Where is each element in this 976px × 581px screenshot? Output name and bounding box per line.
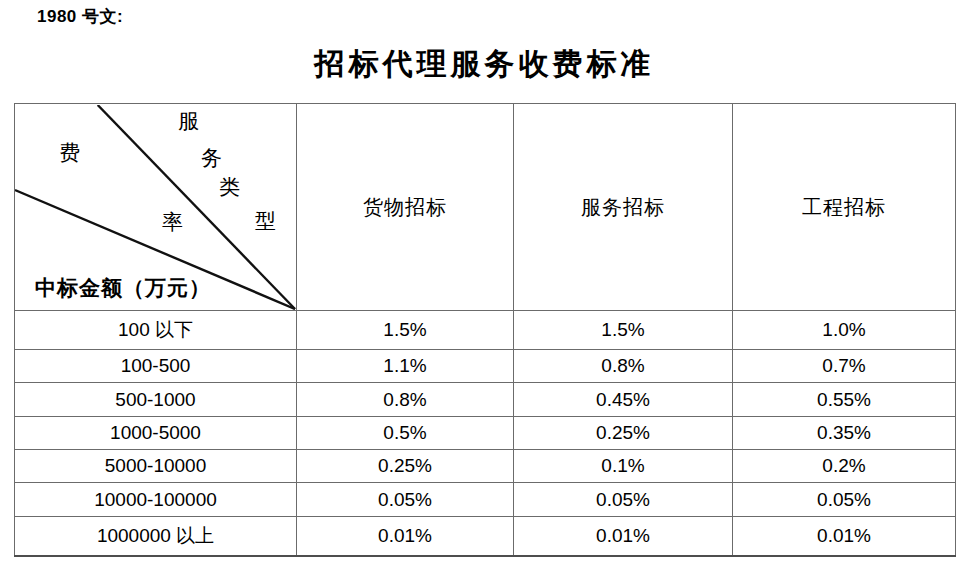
corner-amount-label: 中标金额（万元）	[35, 276, 211, 301]
table-row: 5000-10000 0.25% 0.1% 0.2%	[15, 450, 956, 483]
fee-value-cell: 0.55%	[733, 383, 956, 416]
row-label-cell: 100 以下	[15, 311, 297, 350]
fee-value-cell: 0.35%	[733, 416, 956, 449]
row-label-cell: 1000-5000	[15, 416, 297, 449]
row-label-cell: 10000-100000	[15, 483, 297, 516]
table-row: 500-1000 0.8% 0.45% 0.55%	[15, 383, 956, 416]
fee-value-cell: 1.5%	[514, 311, 733, 350]
fee-value-cell: 0.1%	[514, 450, 733, 483]
fee-value-cell: 0.05%	[297, 483, 514, 516]
row-label-cell: 5000-10000	[15, 450, 297, 483]
corner-service-type-char: 型	[255, 211, 276, 232]
fee-value-cell: 0.8%	[297, 383, 514, 416]
column-header-service: 服务招标	[514, 104, 733, 311]
table-row: 10000-100000 0.05% 0.05% 0.05%	[15, 483, 956, 516]
fee-value-cell: 1.1%	[297, 350, 514, 383]
header-row: 服 务 类 型 费 率 中标金额（万元） 货物招标 服务招标 工程招标	[15, 104, 956, 311]
page-title: 招标代理服务收费标准	[14, 44, 955, 85]
row-label-cell: 100-500	[15, 350, 297, 383]
fee-value-cell: 0.25%	[297, 450, 514, 483]
fee-value-cell: 0.45%	[514, 383, 733, 416]
fee-standard-table: 服 务 类 型 费 率 中标金额（万元） 货物招标 服务招标 工程招标 100 …	[14, 103, 956, 557]
fee-value-cell: 0.25%	[514, 416, 733, 449]
corner-fee-rate-char: 费	[59, 143, 80, 164]
fee-value-cell: 0.05%	[733, 483, 956, 516]
diagonal-header-inner: 服 务 类 型 费 率 中标金额（万元）	[15, 105, 296, 310]
fee-value-cell: 1.5%	[297, 311, 514, 350]
table-row: 1000-5000 0.5% 0.25% 0.35%	[15, 416, 956, 449]
fee-value-cell: 1.0%	[733, 311, 956, 350]
row-label-cell: 500-1000	[15, 383, 297, 416]
corner-service-type-char: 务	[201, 148, 222, 169]
table-row: 100 以下 1.5% 1.5% 1.0%	[15, 311, 956, 350]
fee-value-cell: 0.01%	[514, 516, 733, 556]
document-page: 1980 号文: 招标代理服务收费标准 服 务 类	[0, 0, 976, 581]
fee-value-cell: 0.01%	[733, 516, 956, 556]
doc-ref-number: 1980 号文:	[37, 5, 123, 28]
fee-value-cell: 0.5%	[297, 416, 514, 449]
fee-value-cell: 0.8%	[514, 350, 733, 383]
fee-value-cell: 0.05%	[514, 483, 733, 516]
diagonal-header-cell: 服 务 类 型 费 率 中标金额（万元）	[15, 104, 297, 311]
table-row: 1000000 以上 0.01% 0.01% 0.01%	[15, 516, 956, 556]
corner-service-type-char: 服	[178, 111, 199, 132]
corner-service-type-char: 类	[219, 177, 240, 198]
fee-value-cell: 0.7%	[733, 350, 956, 383]
column-header-goods: 货物招标	[297, 104, 514, 311]
column-header-engineering: 工程招标	[733, 104, 956, 311]
row-label-cell: 1000000 以上	[15, 516, 297, 556]
table-row: 100-500 1.1% 0.8% 0.7%	[15, 350, 956, 383]
fee-value-cell: 0.01%	[297, 516, 514, 556]
corner-fee-rate-char: 率	[162, 212, 183, 233]
fee-value-cell: 0.2%	[733, 450, 956, 483]
